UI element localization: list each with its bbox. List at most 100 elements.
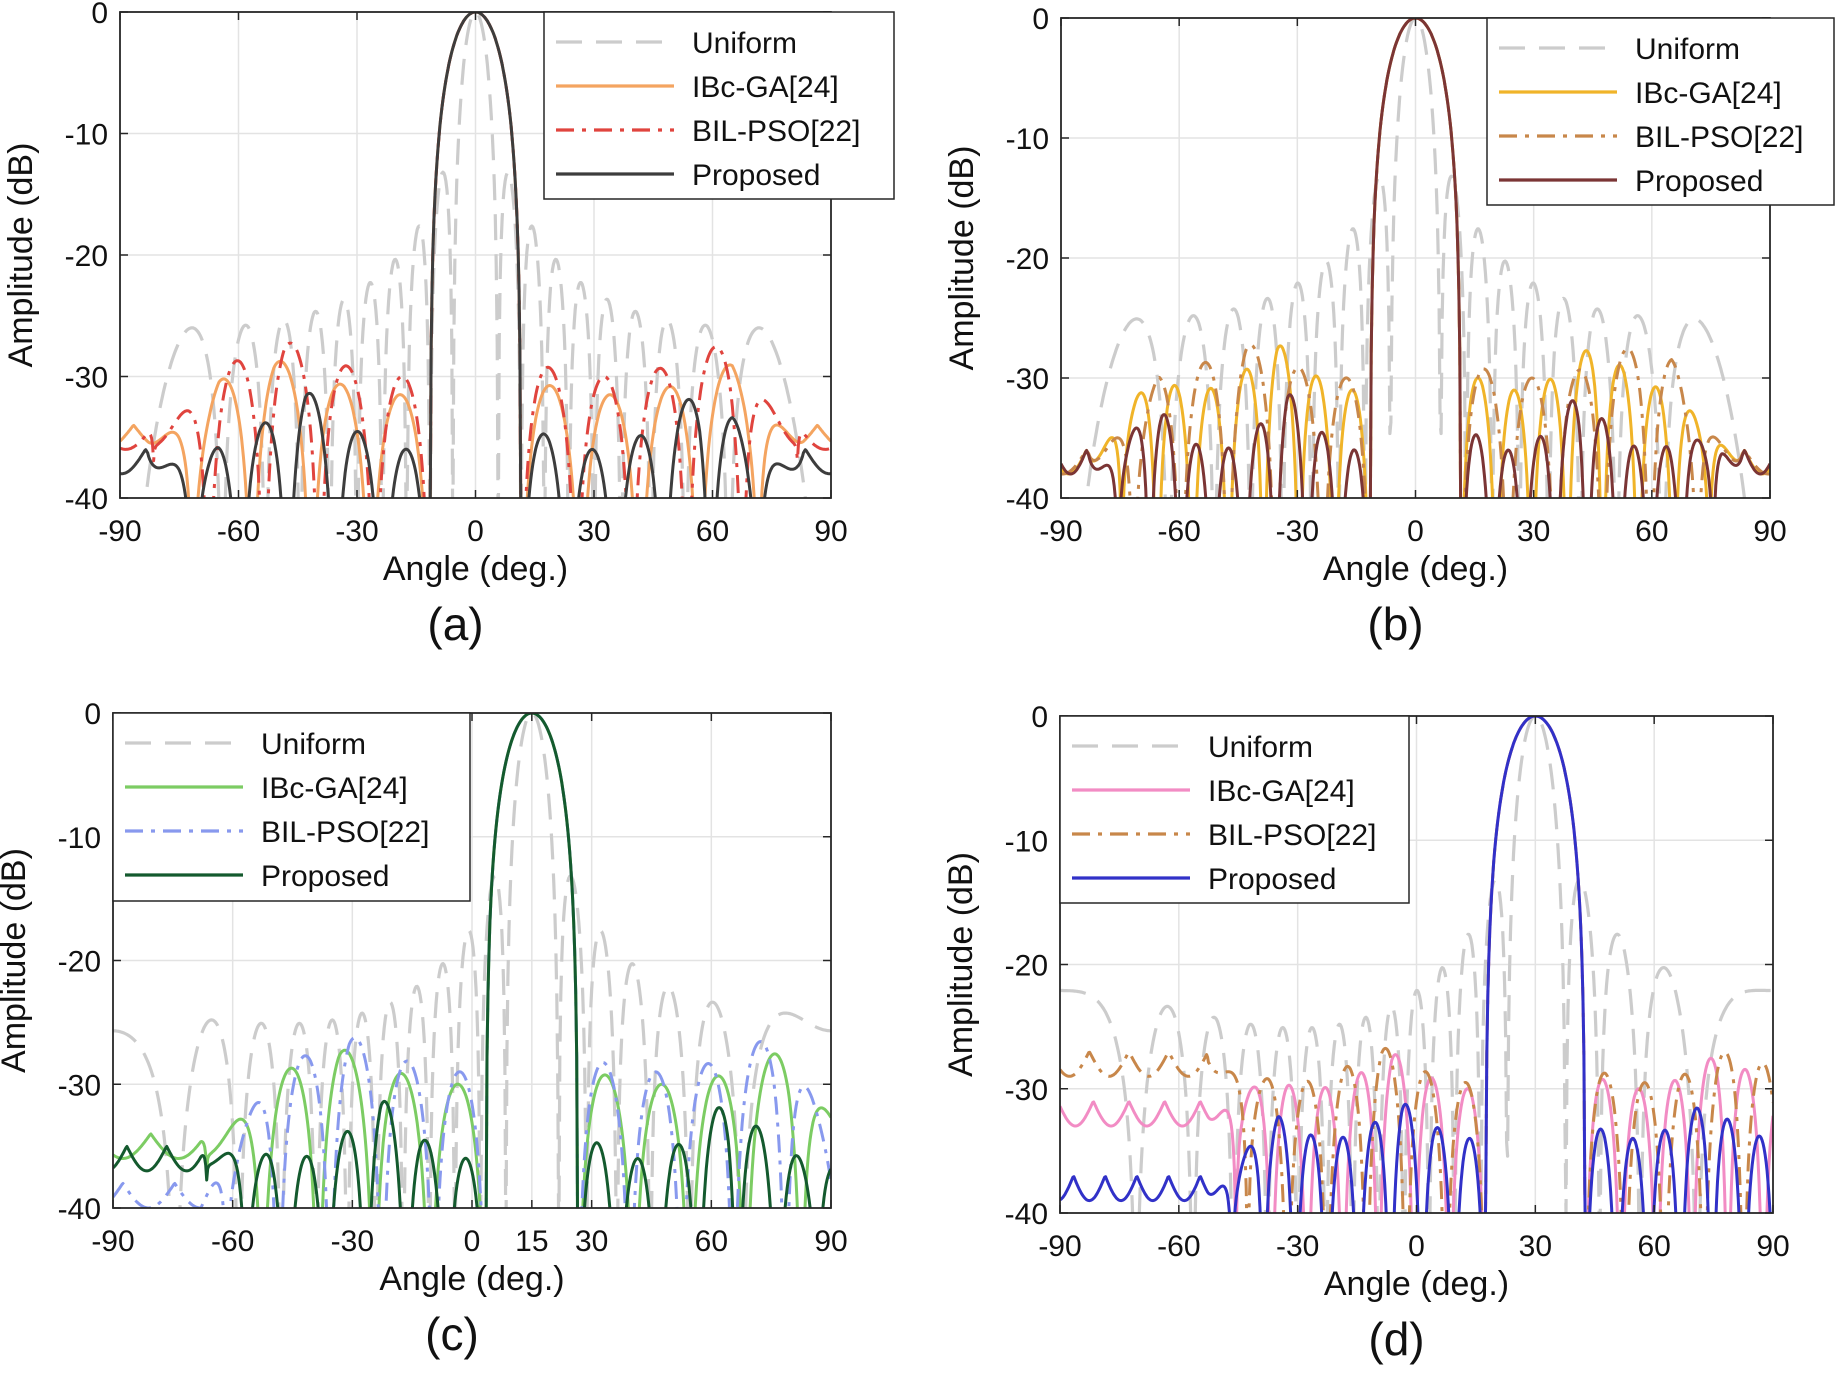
y-tick-label: 0	[1032, 3, 1049, 36]
y-tick-label: -40	[65, 483, 108, 516]
legend-entry: Uniform	[261, 728, 366, 761]
x-tick-label: 0	[467, 515, 484, 548]
legend-entry: BIL-PSO[22]	[261, 816, 429, 849]
legend-entry: IBc-GA[24]	[1635, 77, 1782, 110]
legend-entry: BIL-PSO[22]	[692, 115, 860, 148]
x-tick-label: 15	[515, 1225, 548, 1258]
x-tick-label: 90	[814, 1225, 847, 1258]
series-line-proposed	[113, 713, 831, 1208]
y-tick-label: -10	[1006, 123, 1049, 156]
series-line-ibc-ga-24	[113, 713, 831, 1208]
x-tick-label: -90	[98, 515, 141, 548]
legend-entry: Uniform	[1635, 33, 1740, 66]
y-tick-label: -30	[1005, 1074, 1048, 1107]
x-tick-label: -90	[91, 1225, 134, 1258]
y-axis-label: Amplitude (dB)	[943, 146, 981, 371]
series-group	[1060, 716, 1773, 1213]
legend-entry: Uniform	[692, 27, 797, 60]
legend-entry: Proposed	[692, 159, 820, 192]
x-axis-label: Angle (deg.)	[379, 1260, 564, 1298]
series-group	[120, 12, 831, 498]
series-line-ibc-ga-24	[120, 12, 831, 498]
series-line-ibc-ga-24	[1061, 18, 1770, 498]
y-axis-label: Amplitude (dB)	[942, 852, 980, 1077]
y-tick-label: -20	[58, 946, 101, 979]
x-tick-label: 60	[695, 1225, 728, 1258]
series-line-bil-pso-22	[120, 12, 831, 498]
y-tick-label: 0	[91, 0, 108, 30]
series-line-ibc-ga-24	[1060, 716, 1773, 1213]
y-tick-label: -10	[58, 822, 101, 855]
series-line-uniform	[144, 12, 807, 498]
y-tick-label: 0	[84, 698, 101, 731]
x-tick-label: -60	[1157, 515, 1200, 548]
legend-entry: IBc-GA[24]	[692, 71, 839, 104]
series-line-bil-pso-22	[1060, 716, 1773, 1213]
series-line-uniform	[1084, 18, 1747, 498]
x-tick-label: 90	[814, 515, 847, 548]
x-tick-label: -30	[1276, 1230, 1319, 1263]
y-tick-label: 0	[1031, 701, 1048, 734]
y-tick-label: -20	[1005, 950, 1048, 983]
x-tick-label: 30	[1519, 1230, 1552, 1263]
series-group	[1061, 18, 1770, 498]
x-tick-label: -30	[335, 515, 378, 548]
y-tick-label: -30	[58, 1069, 101, 1102]
legend-entry: BIL-PSO[22]	[1635, 121, 1803, 154]
x-tick-label: -30	[1276, 515, 1319, 548]
x-axis-label: Angle (deg.)	[1323, 550, 1508, 588]
x-tick-label: -30	[331, 1225, 374, 1258]
legend: Uniform IBc-GA[24] BIL-PSO[22] Proposed	[112, 712, 471, 902]
y-tick-label: -30	[1006, 363, 1049, 396]
x-tick-label: 90	[1753, 515, 1786, 548]
x-tick-label: 0	[464, 1225, 481, 1258]
legend-entry: Proposed	[1635, 165, 1763, 198]
y-axis-label: Amplitude (dB)	[0, 848, 33, 1073]
x-tick-label: -60	[1157, 1230, 1200, 1263]
y-tick-label: -30	[65, 362, 108, 395]
x-tick-label: -60	[211, 1225, 254, 1258]
legend-entry: Proposed	[1208, 863, 1336, 896]
panel-label: (c)	[425, 1308, 479, 1360]
panel-label: (d)	[1368, 1313, 1424, 1365]
y-tick-label: -10	[65, 119, 108, 152]
legend-entry: IBc-GA[24]	[1208, 775, 1355, 808]
legend: Uniform IBc-GA[24] BIL-PSO[22] Proposed	[1486, 17, 1835, 206]
series-line-proposed	[1060, 716, 1772, 1213]
y-tick-label: -40	[58, 1193, 101, 1226]
x-tick-label: -90	[1039, 515, 1082, 548]
x-tick-label: 90	[1756, 1230, 1789, 1263]
panel-label: (b)	[1367, 598, 1423, 650]
x-tick-label: 0	[1408, 1230, 1425, 1263]
legend-entry: BIL-PSO[22]	[1208, 819, 1376, 852]
legend-entry: IBc-GA[24]	[261, 772, 408, 805]
y-tick-label: -20	[1006, 243, 1049, 276]
legend: Uniform IBc-GA[24] BIL-PSO[22] Proposed	[543, 11, 895, 200]
x-tick-label: 60	[1635, 515, 1668, 548]
legend-entry: Proposed	[261, 860, 389, 893]
x-tick-label: 60	[696, 515, 729, 548]
series-line-bil-pso-22	[113, 713, 831, 1208]
y-tick-label: -10	[1005, 825, 1048, 858]
series-line-uniform	[1060, 716, 1773, 1213]
x-tick-label: 30	[575, 1225, 608, 1258]
x-axis-label: Angle (deg.)	[383, 550, 568, 588]
x-tick-label: -90	[1038, 1230, 1081, 1263]
panel-label: (a)	[427, 598, 483, 650]
y-tick-label: -40	[1006, 483, 1049, 516]
x-axis-label: Angle (deg.)	[1324, 1265, 1509, 1303]
x-tick-label: 60	[1637, 1230, 1670, 1263]
y-axis-label: Amplitude (dB)	[2, 143, 40, 368]
y-tick-label: -20	[65, 240, 108, 273]
x-tick-label: 30	[577, 515, 610, 548]
series-group	[113, 713, 831, 1208]
x-tick-label: 30	[1517, 515, 1550, 548]
x-tick-label: 0	[1407, 515, 1424, 548]
y-tick-label: -40	[1005, 1198, 1048, 1231]
x-tick-label: -60	[217, 515, 260, 548]
